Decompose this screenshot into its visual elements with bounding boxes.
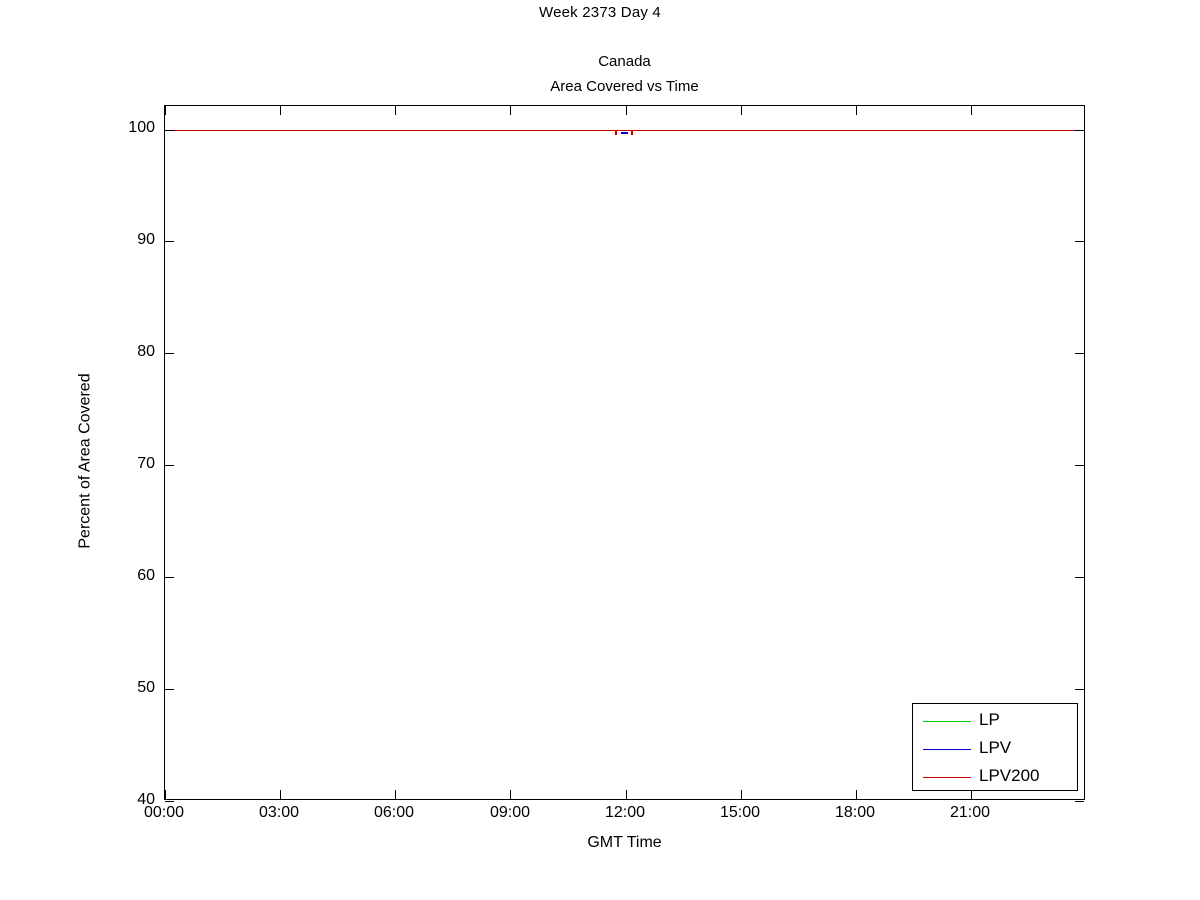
plot-title: Canada Area Covered vs Time bbox=[164, 49, 1085, 99]
x-axis-label: GMT Time bbox=[587, 834, 662, 851]
xtick-top-2 bbox=[395, 106, 397, 115]
ytick-50 bbox=[165, 689, 174, 690]
plot-title-line1: Canada bbox=[598, 53, 651, 70]
series-artifact-lpv200 bbox=[615, 130, 619, 135]
xtick-label-1: 03:00 bbox=[258, 804, 300, 821]
series-artifact-lpv200-secondary bbox=[631, 130, 635, 135]
legend-label-lpv200: LPV200 bbox=[979, 766, 1040, 785]
legend-entry-lpv200: LPV200 bbox=[913, 764, 1077, 792]
y-axis-label: Percent of Area Covered bbox=[76, 373, 94, 549]
ytick-right-80 bbox=[1075, 353, 1084, 354]
legend-swatch-lpv bbox=[923, 749, 971, 750]
xtick-label-2: 06:00 bbox=[373, 804, 415, 821]
ytick-label-100: 100 bbox=[128, 119, 155, 136]
xtick-top-7 bbox=[970, 106, 972, 115]
legend-swatch-lp bbox=[923, 721, 971, 722]
ytick-right-50 bbox=[1075, 689, 1084, 690]
xtick-label-6: 18:00 bbox=[834, 804, 876, 821]
xtick-top-1 bbox=[280, 106, 282, 115]
ytick-right-60 bbox=[1075, 577, 1084, 578]
xtick-label-5: 15:00 bbox=[719, 804, 761, 821]
ytick-label-90: 90 bbox=[137, 231, 155, 248]
ytick-label-40: 40 bbox=[137, 791, 155, 808]
xtick-4 bbox=[625, 790, 627, 799]
legend-swatch-lpv200 bbox=[923, 777, 971, 778]
ytick-label-50: 50 bbox=[137, 679, 155, 696]
xtick-top-6 bbox=[855, 106, 857, 115]
xtick-1 bbox=[280, 790, 282, 799]
legend-label-lp: LP bbox=[979, 710, 1000, 729]
legend-entry-lp: LP bbox=[913, 708, 1077, 736]
xtick-top-5 bbox=[740, 106, 742, 115]
ytick-right-40 bbox=[1075, 801, 1084, 802]
xtick-top-4 bbox=[625, 106, 627, 115]
plot-area bbox=[164, 105, 1085, 802]
figure-super-title: Week 2373 Day 4 bbox=[539, 4, 661, 21]
series-artifact-lpv bbox=[621, 132, 628, 134]
xtick-label-3: 09:00 bbox=[489, 804, 531, 821]
ytick-60 bbox=[165, 577, 174, 578]
legend-label-lpv: LPV bbox=[979, 738, 1012, 757]
ytick-right-100 bbox=[1075, 129, 1084, 131]
ytick-70 bbox=[165, 465, 174, 466]
xtick-7 bbox=[970, 790, 972, 799]
xtick-label-0: 00:00 bbox=[143, 804, 185, 821]
ytick-label-70: 70 bbox=[137, 455, 155, 472]
xtick-top-0 bbox=[165, 106, 166, 115]
xtick-top-3 bbox=[510, 106, 512, 115]
ytick-label-80: 80 bbox=[137, 343, 155, 360]
ytick-40 bbox=[165, 801, 174, 802]
xtick-5 bbox=[740, 790, 742, 799]
ytick-right-70 bbox=[1075, 465, 1084, 466]
xtick-label-4: 12:00 bbox=[604, 804, 646, 821]
ytick-label-60: 60 bbox=[137, 567, 155, 584]
ytick-80 bbox=[165, 353, 174, 354]
legend: LP LPV LPV200 bbox=[912, 703, 1078, 791]
xtick-label-7: 21:00 bbox=[949, 804, 991, 821]
xtick-2 bbox=[395, 790, 397, 799]
legend-entry-lpv: LPV bbox=[913, 736, 1077, 764]
xtick-6 bbox=[855, 790, 857, 799]
ytick-right-90 bbox=[1075, 241, 1084, 242]
xtick-0 bbox=[165, 790, 166, 799]
plot-title-line2: Area Covered vs Time bbox=[550, 78, 699, 95]
ytick-90 bbox=[165, 241, 174, 242]
series-line-lpv200 bbox=[165, 129, 1084, 131]
ytick-100 bbox=[165, 129, 174, 131]
xtick-3 bbox=[510, 790, 512, 799]
